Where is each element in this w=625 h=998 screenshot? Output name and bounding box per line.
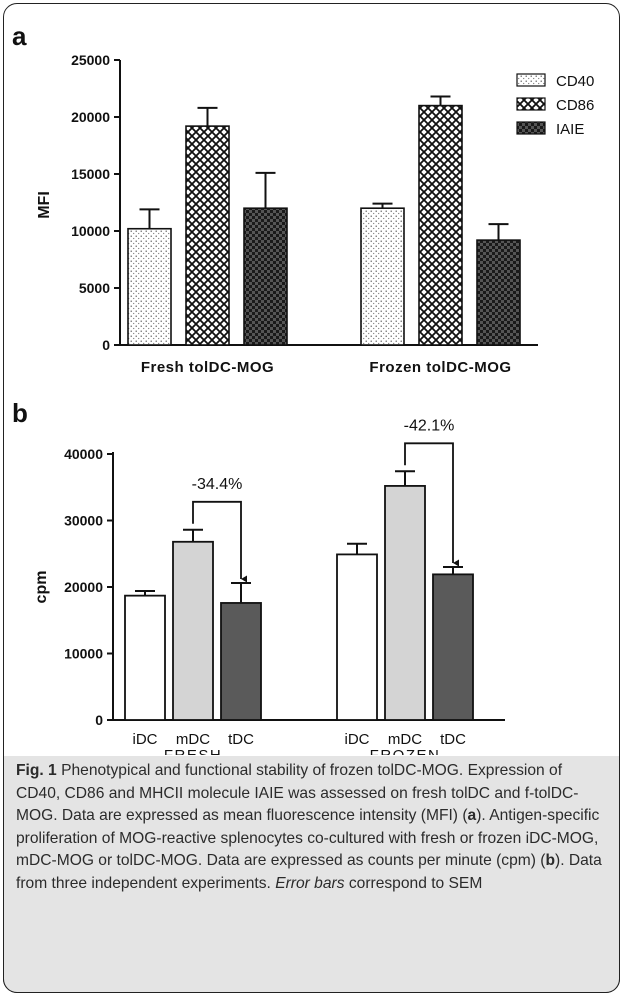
panel-b-percent-annotation: -34.4% — [192, 476, 243, 493]
panel-a-legend-label: IAIE — [556, 121, 584, 138]
panel-a-bar — [185, 125, 230, 346]
panel-a-y-tick-label: 15000 — [71, 166, 110, 182]
panel-b-group-label: FRESH — [164, 747, 222, 755]
panel-a-bar — [418, 104, 463, 346]
panel-b-bar — [172, 540, 214, 721]
panel-b-y-tick-label: 10000 — [64, 646, 103, 662]
panel-a-y-axis-label: MFI — [36, 191, 53, 219]
panel-b-bar — [384, 485, 426, 721]
panel-b-y-tick-label: 40000 — [64, 446, 103, 462]
panel-b-y-tick-label: 20000 — [64, 579, 103, 595]
caption-fig-label: Fig. 1 — [16, 762, 57, 779]
panel-b-bar — [124, 594, 166, 721]
panel-a-y-tick-label: 10000 — [71, 223, 110, 239]
panel-a-bar — [476, 239, 521, 346]
panel-b-percent-annotation: -42.1% — [404, 417, 455, 434]
panel-a-legend-label: CD40 — [556, 73, 594, 90]
panel-b-bracket-arrow — [192, 500, 247, 583]
figure-caption: Fig. 1 Phenotypical and functional stabi… — [16, 760, 610, 895]
panel-b-x-tick-label: tDC — [440, 731, 466, 748]
caption-title: Phenotypical and functional stability of… — [56, 762, 464, 779]
panel-a-bar — [127, 227, 172, 346]
panel-b-bar — [220, 602, 262, 721]
caption-text-1: Expression of CD40, CD86 and MHCII molec… — [16, 762, 579, 824]
panel-a-y-tick-label: 25000 — [71, 52, 110, 68]
panel-b-x-tick-label: iDC — [345, 731, 370, 748]
panel-b-bracket-arrow — [404, 442, 459, 567]
panel-a-legend-label: CD86 — [556, 97, 594, 114]
panel-b-y-tick-label: 30000 — [64, 513, 103, 529]
panel-a-chart: a 0 5000 10000 15000 20000 25000 MFI Fresh tolDC… — [12, 21, 594, 376]
panel-a-label: a — [12, 21, 27, 51]
panel-a-y-tick-label: 0 — [102, 337, 110, 353]
panel-b-bar — [432, 573, 474, 721]
panel-b-group-label: FROZEN — [370, 747, 441, 755]
caption-box: Fig. 1 Phenotypical and functional stabi… — [3, 756, 620, 993]
figure-canvas: a 0 5000 10000 15000 20000 25000 MFI Fresh tolDC… — [12, 21, 594, 755]
caption-ref-a: a — [467, 807, 477, 824]
caption-text-4: correspond to SEM — [344, 874, 483, 892]
panel-b-x-tick-label: tDC — [228, 731, 254, 748]
panel-a-bar — [360, 207, 405, 346]
panel-a-legend-swatch — [516, 121, 546, 135]
panel-a-x-tick-label: Fresh tolDC-MOG — [141, 359, 274, 376]
panel-b-chart: b 0 10000 20000 30000 40000 cpm iDC mDC tDC FRESH -… — [12, 398, 505, 755]
caption-ref-b: b — [545, 852, 555, 869]
panel-a-x-tick-label: Frozen tolDC-MOG — [369, 359, 511, 376]
panel-a-legend-swatch — [516, 97, 546, 111]
caption-text-3: ). Data from three independent experimen… — [16, 852, 602, 892]
panel-b-x-tick-label: iDC — [133, 731, 158, 748]
panel-b-y-tick-label: 0 — [95, 712, 103, 728]
caption-error-bars: Error bars — [275, 874, 345, 892]
panel-b-label: b — [12, 398, 28, 428]
panel-b-y-axis-label: cpm — [33, 571, 50, 604]
panel-b-x-tick-label: mDC — [176, 731, 210, 748]
caption-text-2: ). Antigen-specific proliferation of MOG… — [16, 807, 600, 869]
panel-b-x-tick-label: mDC — [388, 731, 422, 748]
panel-a-legend-swatch — [516, 73, 546, 87]
panel-a-y-tick-label: 20000 — [71, 109, 110, 125]
panel-b-bar — [336, 553, 378, 721]
panel-a-bar — [243, 207, 288, 346]
panel-a-y-tick-label: 5000 — [79, 280, 110, 296]
